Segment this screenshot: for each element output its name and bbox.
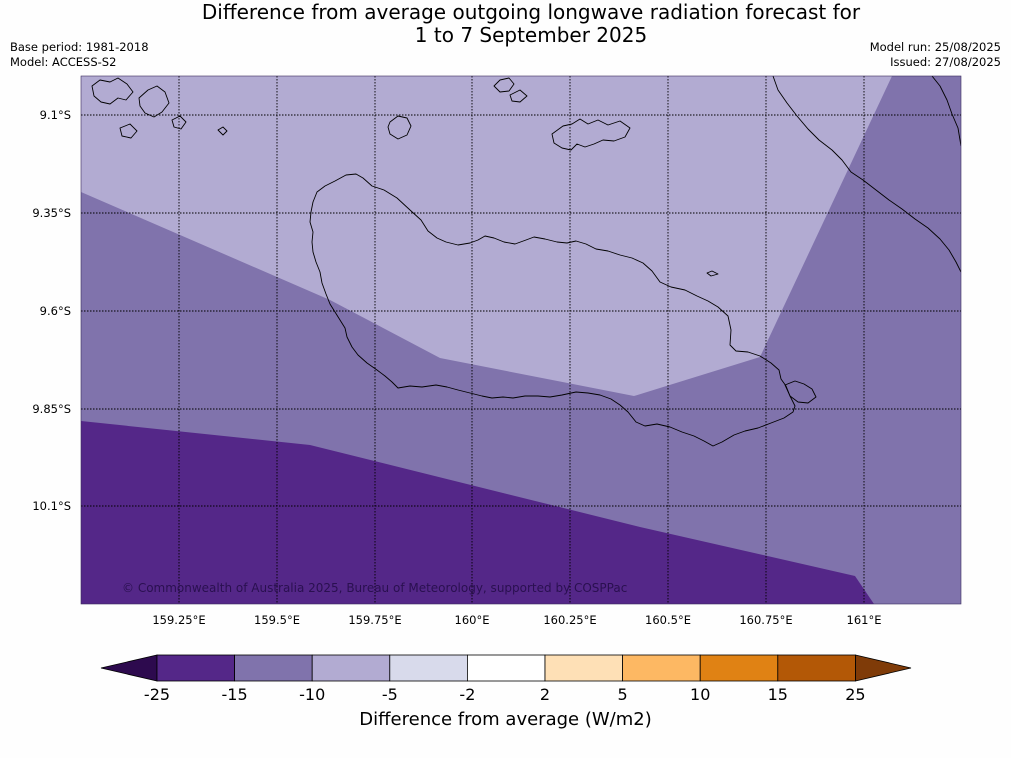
title-line-1: Difference from average outgoing longwav… <box>201 0 861 24</box>
colorbar-tick-label: -15 <box>222 685 248 704</box>
model-run: Model run: 25/08/2025 <box>869 40 1001 54</box>
meta-right: Model run: 25/08/2025 Issued: 27/08/2025 <box>870 40 1001 70</box>
colorbar-tick-label: 5 <box>618 685 628 704</box>
map-border <box>80 75 962 605</box>
lat-label: 9.6°S <box>40 304 71 318</box>
colorbar-bin <box>389 654 468 682</box>
region-south <box>81 421 874 604</box>
russell-islands-west <box>91 77 134 105</box>
lon-label: 159.75°E <box>348 613 401 627</box>
colorbar-under-arrow <box>100 654 158 682</box>
lat-label: 9.35°S <box>32 206 71 220</box>
model-name: Model: ACCESS-S2 <box>10 55 117 69</box>
base-period: Base period: 1981-2018 <box>10 40 149 54</box>
colorbar-bin <box>234 654 313 682</box>
malaita-northern-tip <box>931 76 961 147</box>
colorbar-tick-label: -2 <box>459 685 475 704</box>
florida-north-islets <box>493 77 528 103</box>
lat-label: 9.1°S <box>40 108 71 122</box>
colorbar: -25 -15 -10 -5 -2 2 5 10 15 25 <box>100 654 912 704</box>
rennell-islet <box>706 270 719 277</box>
copyright-notice: © Commonwealth of Australia 2025, Bureau… <box>122 581 627 595</box>
colorbar-tick-label: 10 <box>690 685 710 704</box>
title-line-2: 1 to 7 September 2025 <box>414 23 648 47</box>
map-panel: © Commonwealth of Australia 2025, Bureau… <box>81 76 961 604</box>
graticule <box>81 76 961 604</box>
colorbar-bin <box>699 654 779 682</box>
colorbar-bin <box>311 654 391 682</box>
colorbar-tick-label: -5 <box>382 685 398 704</box>
colorbar-bin <box>156 654 235 682</box>
florida-islands <box>551 118 631 151</box>
colorbar-bin <box>622 654 701 682</box>
colorbar-tick-label: -10 <box>299 685 325 704</box>
lon-label: 160.5°E <box>645 613 691 627</box>
lat-label: 9.85°S <box>32 402 71 416</box>
meta-left: Base period: 1981-2018 Model: ACCESS-S2 <box>10 40 149 70</box>
savo-island <box>387 115 412 140</box>
russell-islands-east <box>138 85 170 118</box>
colorbar-bin <box>777 654 856 682</box>
colorbar-bin <box>544 654 623 682</box>
colorbar-over-arrow <box>855 654 912 682</box>
lon-label: 160°E <box>455 613 490 627</box>
lon-label: 161°E <box>847 613 882 627</box>
lon-label: 160.25°E <box>543 613 596 627</box>
longitude-axis: 159.25°E 159.5°E 159.75°E 160°E 160.25°E… <box>152 613 881 627</box>
lon-label: 159.25°E <box>152 613 205 627</box>
lon-label: 159.5°E <box>254 613 300 627</box>
lat-label: 10.1°S <box>32 499 71 513</box>
guadalcanal-coastline <box>309 173 796 447</box>
colorbar-tick-label: 25 <box>845 685 865 704</box>
page-title: Difference from average outgoing longwav… <box>150 1 912 47</box>
colorbar-tick-label: -25 <box>144 685 170 704</box>
colorbar-bin <box>466 654 546 682</box>
issued-date: Issued: 27/08/2025 <box>890 55 1001 69</box>
malaita-coastline <box>772 76 961 273</box>
coastlines <box>91 76 961 447</box>
eastern-islet <box>784 380 817 404</box>
latitude-axis: 9.1°S 9.35°S 9.6°S 9.85°S 10.1°S <box>32 108 71 513</box>
russell-islets <box>119 115 228 139</box>
colorbar-tick-label: 2 <box>540 685 550 704</box>
colorbar-tick-label: 15 <box>768 685 788 704</box>
lon-label: 160.75°E <box>739 613 792 627</box>
colorbar-label: Difference from average (W/m2) <box>359 709 652 730</box>
